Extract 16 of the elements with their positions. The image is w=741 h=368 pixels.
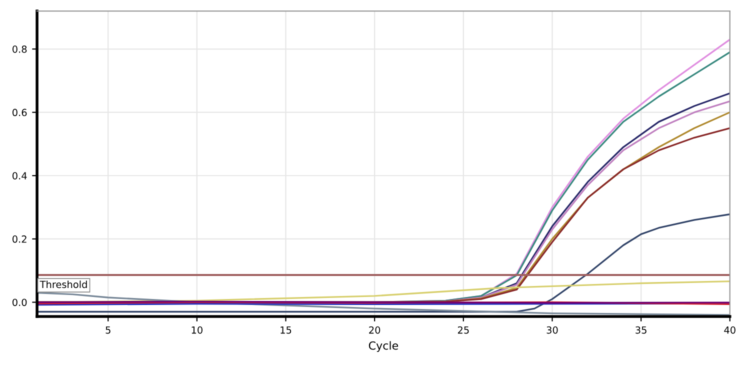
y-tick-label: 0.2 bbox=[12, 235, 26, 243]
y-tick-label: 0.0 bbox=[12, 298, 27, 306]
ref-line-label: Threshold bbox=[40, 280, 87, 288]
x-tick-label: 10 bbox=[192, 326, 202, 334]
line-series bbox=[37, 213, 730, 313]
x-tick-label: 15 bbox=[280, 326, 292, 334]
x-tick-label: 40 bbox=[724, 326, 736, 334]
x-tick-label: 25 bbox=[458, 326, 469, 334]
y-tick-label: 0.6 bbox=[12, 108, 27, 116]
y-tick-label: 0.4 bbox=[12, 172, 27, 180]
x-tick-label: 30 bbox=[546, 326, 558, 334]
y-tick-label: 0.8 bbox=[12, 46, 27, 53]
x-tick-label: 20 bbox=[369, 326, 380, 334]
x-tick-label: 5 bbox=[106, 326, 110, 334]
x-tick-label: 35 bbox=[636, 326, 646, 334]
x-axis-title: Cycle bbox=[368, 341, 398, 352]
